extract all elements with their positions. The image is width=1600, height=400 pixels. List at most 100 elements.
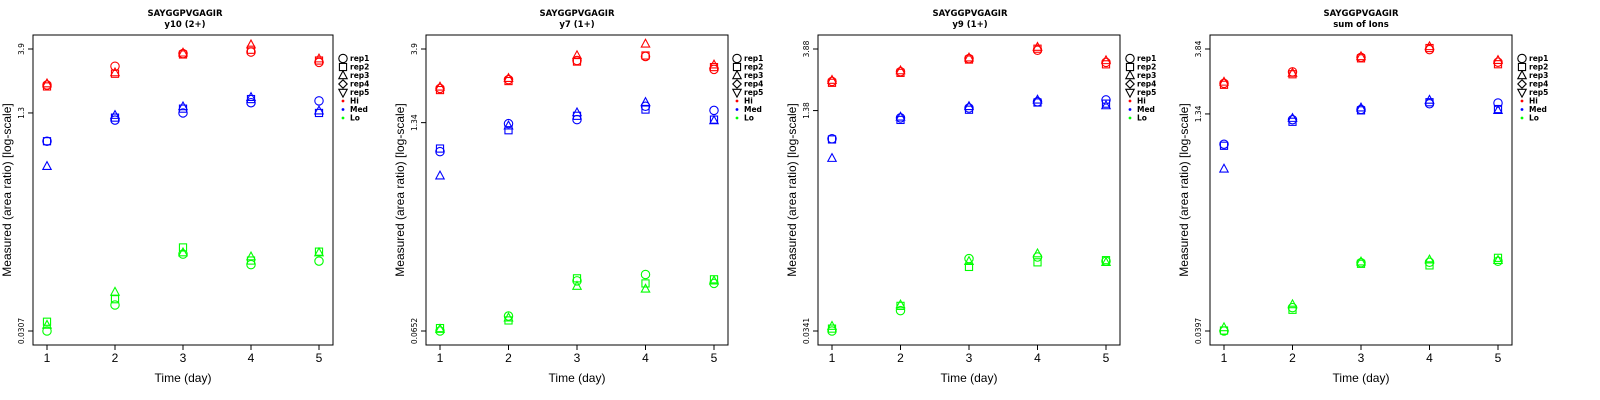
data-point	[895, 113, 906, 123]
legend-label: rep1	[1529, 54, 1548, 63]
data-point	[1032, 94, 1043, 104]
legend-label: rep4	[1529, 80, 1548, 89]
data-point	[1424, 94, 1435, 104]
legend-label: Med	[744, 105, 762, 114]
chart-subtitle: sum of Ions	[1333, 20, 1389, 30]
data-point	[1355, 102, 1367, 112]
data-point	[1287, 114, 1298, 125]
data-point	[963, 100, 975, 111]
data-point	[503, 74, 514, 85]
data-point	[1355, 50, 1367, 61]
data-point	[1355, 255, 1367, 266]
legend-marker	[732, 79, 742, 89]
x-axis-label: Time (day)	[1333, 371, 1390, 385]
legend-label: rep4	[744, 80, 763, 89]
x-tick-label: 2	[112, 351, 119, 365]
data-point	[246, 47, 256, 57]
data-point	[827, 135, 837, 144]
data-point	[572, 57, 582, 66]
legend-marker	[338, 79, 348, 89]
data-point	[640, 38, 651, 48]
legend-label: rep3	[1529, 71, 1548, 80]
data-point	[640, 269, 651, 280]
data-point	[641, 51, 650, 60]
chart-title: SAYGGPVGAGIR	[539, 9, 614, 19]
data-point	[1493, 253, 1503, 262]
x-tick-label: 3	[180, 351, 187, 365]
legend-label: Hi	[1529, 97, 1538, 106]
legend-label: rep3	[744, 71, 763, 80]
legend-label: rep1	[350, 54, 369, 63]
data-point	[41, 77, 53, 88]
plot-frame	[817, 34, 1121, 346]
data-point	[571, 106, 583, 117]
data-point	[110, 115, 120, 125]
legend-marker	[1516, 69, 1528, 80]
data-point	[246, 97, 256, 108]
legend-marker	[1124, 69, 1136, 80]
plot-frame	[32, 34, 334, 346]
x-tick-label: 5	[1103, 351, 1110, 365]
legend-marker	[1128, 108, 1132, 111]
legend-marker	[1125, 62, 1135, 72]
x-tick-label: 5	[316, 351, 323, 365]
legend-marker	[338, 62, 348, 72]
legend-label: rep2	[744, 63, 763, 72]
data-point	[110, 300, 120, 310]
legend-marker	[735, 99, 739, 103]
x-tick-label: 3	[966, 351, 973, 365]
legend-marker	[1125, 53, 1135, 64]
legend-label: rep1	[744, 54, 763, 63]
data-point	[1100, 99, 1112, 110]
x-tick-label: 4	[248, 351, 255, 365]
data-point	[1493, 60, 1503, 69]
data-point	[1219, 78, 1229, 89]
legend-marker	[1124, 88, 1136, 99]
data-point	[964, 103, 974, 113]
legend-marker	[341, 116, 345, 120]
legend-label: rep1	[1137, 54, 1156, 63]
data-point	[42, 80, 52, 90]
chart-title: SAYGGPVGAGIR	[1323, 9, 1398, 19]
data-point	[1032, 247, 1043, 258]
data-point	[708, 275, 720, 285]
legend-label: rep4	[350, 80, 369, 89]
x-tick-label: 5	[1495, 351, 1502, 365]
legend-marker	[1128, 99, 1132, 103]
data-point	[41, 319, 53, 329]
legend-marker	[1520, 108, 1524, 111]
data-point	[826, 320, 838, 330]
data-point	[827, 326, 837, 336]
data-point	[895, 298, 906, 309]
x-tick-label: 1	[829, 351, 836, 365]
data-point	[1492, 254, 1504, 264]
y-tick-label: 0.0341	[802, 318, 811, 344]
legend-label: Med	[350, 105, 368, 114]
data-point	[246, 45, 256, 54]
legend-marker	[337, 69, 349, 80]
x-axis-label: Time (day)	[549, 371, 606, 385]
data-point	[245, 38, 257, 49]
data-point	[1100, 256, 1112, 267]
data-point	[1424, 253, 1435, 264]
legend-marker	[341, 108, 345, 111]
y-axis-label: Measured (area ratio) [log-scale]	[785, 103, 799, 276]
data-point	[503, 311, 514, 322]
data-point	[504, 126, 513, 135]
data-point	[503, 118, 514, 129]
legend-label: rep2	[350, 63, 369, 72]
data-point	[42, 136, 52, 146]
data-point	[245, 250, 257, 261]
data-point	[895, 111, 906, 121]
y-tick-label: 1.34	[1194, 105, 1203, 122]
data-point	[109, 66, 121, 77]
legend-label: rep2	[1529, 63, 1548, 72]
legend-marker	[1517, 62, 1527, 72]
x-tick-label: 5	[711, 351, 718, 365]
legend-marker	[732, 62, 742, 72]
data-point	[1424, 99, 1435, 109]
plot-frame	[425, 34, 729, 346]
